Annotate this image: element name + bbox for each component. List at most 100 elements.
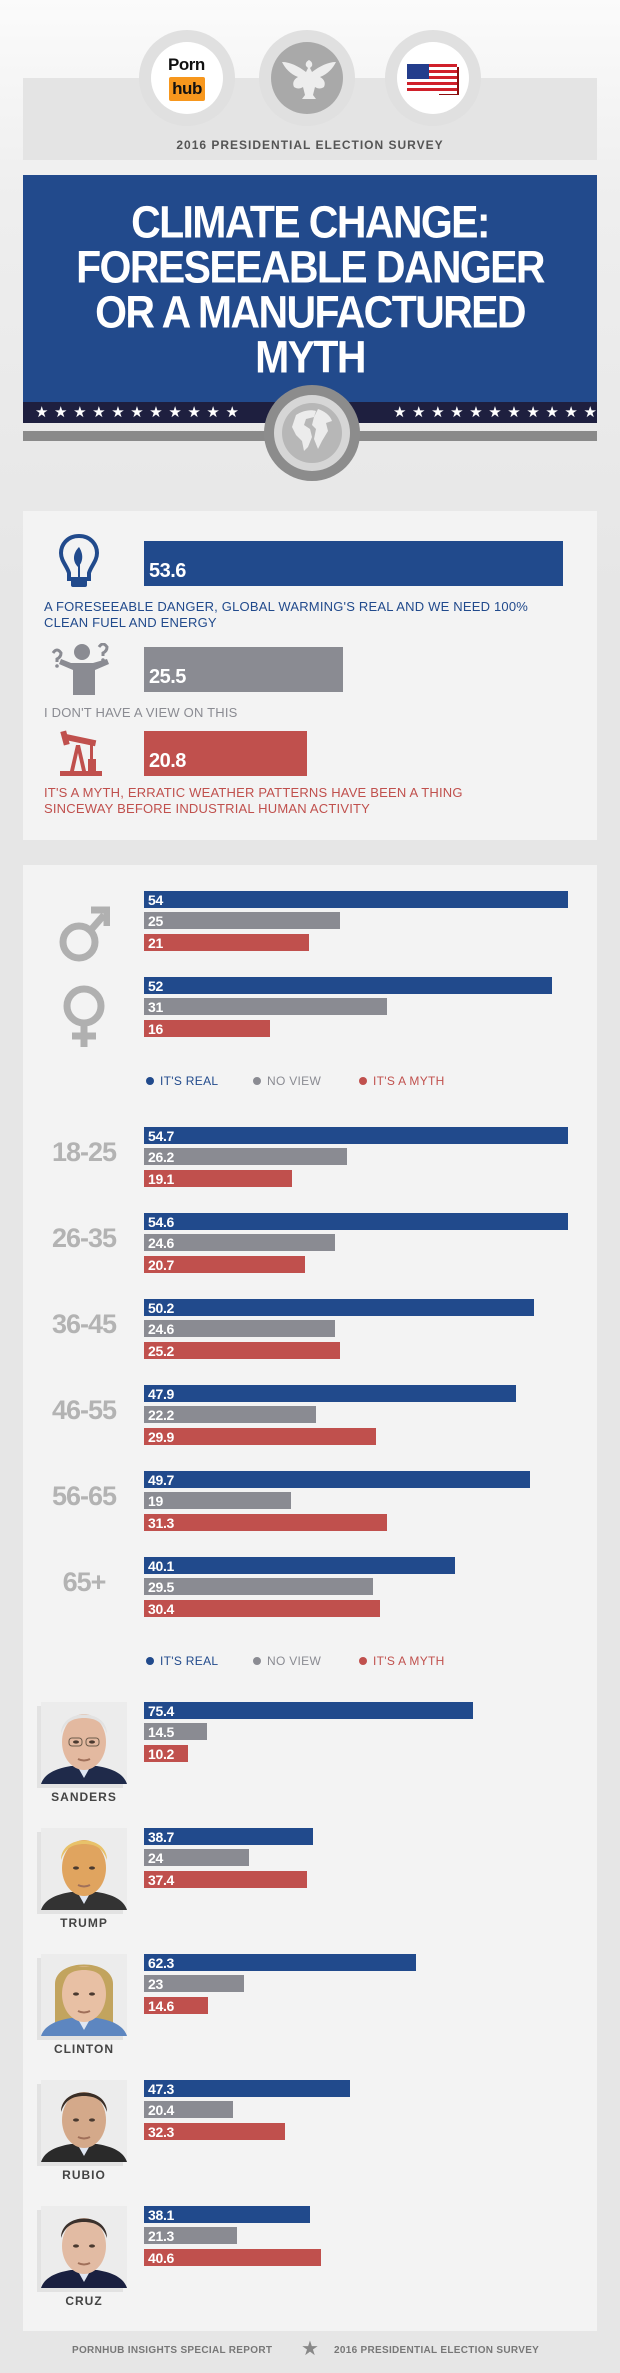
legend-myth-text: IT'S A MYTH — [373, 1074, 445, 1088]
stars-right: ★★★★★★★★★★★ — [393, 404, 597, 421]
bar-noview: 31 — [144, 998, 388, 1016]
age-group-label: 18-25 — [51, 1137, 117, 1167]
candidate-portrait — [41, 1828, 127, 1910]
bar-value-label: 14.5 — [148, 1724, 175, 1741]
bar-real: 54.6 — [144, 1213, 568, 1230]
globe-icon — [274, 395, 350, 471]
globe-badge — [264, 385, 360, 481]
bar-value-label: 50.2 — [148, 1300, 175, 1316]
oil-pump-icon — [60, 729, 104, 782]
us-flag-icon — [397, 42, 469, 114]
bar-real: 38.7 — [144, 1828, 313, 1845]
bar-value-label: 32.3 — [148, 2123, 175, 2140]
bar-real: 47.3 — [144, 2080, 351, 2097]
answer-myth-line-1: IT'S A MYTH, ERRATIC WEATHER PATTERNS HA… — [44, 785, 463, 800]
legend-real: IT'S REAL — [146, 1654, 218, 1668]
bar-value-label: 30.4 — [148, 1600, 175, 1617]
answer-real-line-2: CLEAN FUEL AND ENERGY — [44, 615, 217, 630]
bar-value-label: 21 — [148, 934, 163, 951]
candidate-name: RUBIO — [62, 2168, 106, 2182]
bar-noview: 26.2 — [144, 1148, 348, 1166]
legend-dot-noview — [253, 1077, 261, 1085]
bar-myth: 16 — [144, 1019, 270, 1037]
legend-myth-text: IT'S A MYTH — [373, 1654, 445, 1668]
lightbulb-leaf-icon — [58, 533, 100, 594]
bar-value-label: 54.7 — [148, 1128, 175, 1144]
eagle-icon — [271, 42, 343, 114]
age-group-label: 65+ — [62, 1567, 107, 1597]
candidate-portrait — [41, 2206, 127, 2288]
bar-value-label: 29.5 — [148, 1579, 175, 1596]
footer-right: 2016 PRESIDENTIAL ELECTION SURVEY — [334, 2345, 540, 2356]
confused-person-icon — [47, 642, 117, 700]
bar-value-label: 40.6 — [148, 2249, 175, 2266]
bar-value-label: 54 — [148, 892, 163, 908]
bar-value-label: 38.1 — [148, 2207, 175, 2223]
legend-dot-real — [146, 1657, 154, 1665]
flag-badge — [385, 30, 481, 126]
candidate-portrait — [41, 2080, 127, 2162]
legend-dot-real — [146, 1077, 154, 1085]
bar-value-label: 54.6 — [148, 1214, 175, 1230]
stars-left: ★★★★★★★★★★★ — [35, 404, 245, 421]
legend-myth: IT'S A MYTH — [359, 1074, 445, 1088]
candidate-portrait — [41, 1702, 127, 1784]
bar-noview: 20.4 — [144, 2101, 233, 2119]
bar-myth: 30.4 — [144, 1599, 380, 1617]
bar-value-label: 62.3 — [148, 1955, 175, 1971]
bar-value-label: 47.9 — [148, 1386, 175, 1402]
candidate-name: TRUMP — [60, 1916, 108, 1930]
legend-real-text: IT'S REAL — [160, 1074, 219, 1088]
bar-real: 40.1 — [144, 1557, 456, 1574]
legend-noview-text: NO VIEW — [267, 1074, 322, 1088]
candidate-portrait — [41, 1954, 127, 2036]
pornhub-logo: Porn hub — [151, 42, 223, 114]
bar-value-label: 25.5 — [149, 666, 186, 688]
age-group-label: 56-65 — [51, 1481, 117, 1511]
bar-real: 49.7 — [144, 1471, 530, 1488]
bar-noview: 23 — [144, 1975, 245, 1993]
overall-bar-real: 53.6 — [144, 541, 564, 586]
title-line-3: OR A MANUFACTURED — [95, 286, 526, 338]
overall-bar-myth: 20.8 — [144, 731, 307, 776]
answer-real-label: A FORESEEABLE DANGER, GLOBAL WARMING'S R… — [44, 599, 604, 631]
candidate-name: CRUZ — [65, 2294, 103, 2308]
legend-real: IT'S REAL — [146, 1074, 218, 1088]
bar-real: 75.4 — [144, 1702, 473, 1719]
bar-noview: 22.2 — [144, 1406, 317, 1424]
bar-myth: 25.2 — [144, 1341, 340, 1359]
bar-value-label: 40.1 — [148, 1558, 175, 1574]
bar-value-label: 25 — [148, 913, 163, 930]
bar-value-label: 20.8 — [149, 750, 186, 772]
answer-real-line-1: A FORESEEABLE DANGER, GLOBAL WARMING'S R… — [44, 599, 529, 614]
bar-myth: 10.2 — [144, 1744, 189, 1762]
bar-value-label: 47.3 — [148, 2081, 175, 2097]
bar-value-label: 19 — [148, 1493, 163, 1510]
legend-noview: NO VIEW — [253, 1654, 321, 1668]
bar-value-label: 24 — [148, 1850, 163, 1867]
footer-left: PORNHUB INSIGHTS SPECIAL REPORT — [72, 2345, 273, 2356]
candidate-name: SANDERS — [51, 1790, 117, 1804]
bar-value-label: 31 — [148, 999, 163, 1016]
male-symbol-icon — [58, 906, 111, 969]
bar-value-label: 38.7 — [148, 1829, 175, 1845]
candidate-name: CLINTON — [53, 2042, 115, 2056]
bar-value-label: 29.9 — [148, 1428, 175, 1445]
bar-noview: 25 — [144, 912, 341, 930]
bar-myth: 32.3 — [144, 2122, 285, 2140]
bar-value-label: 20.4 — [148, 2102, 175, 2119]
bar-myth: 31.3 — [144, 1513, 387, 1531]
bar-myth: 37.4 — [144, 1870, 308, 1888]
legend-real-text: IT'S REAL — [160, 1654, 219, 1668]
legend-dot-myth — [359, 1077, 367, 1085]
bar-myth: 14.6 — [144, 1996, 208, 2014]
bar-value-label: 20.7 — [148, 1256, 175, 1273]
bar-real: 62.3 — [144, 1954, 416, 1971]
bar-value-label: 25.2 — [148, 1342, 175, 1359]
bar-value-label: 24.6 — [148, 1321, 175, 1338]
bar-value-label: 53.6 — [149, 560, 186, 582]
bar-value-label: 23 — [148, 1976, 163, 1993]
bar-value-label: 52 — [148, 978, 163, 994]
emblem-badge — [259, 30, 355, 126]
bar-myth: 19.1 — [144, 1169, 293, 1187]
